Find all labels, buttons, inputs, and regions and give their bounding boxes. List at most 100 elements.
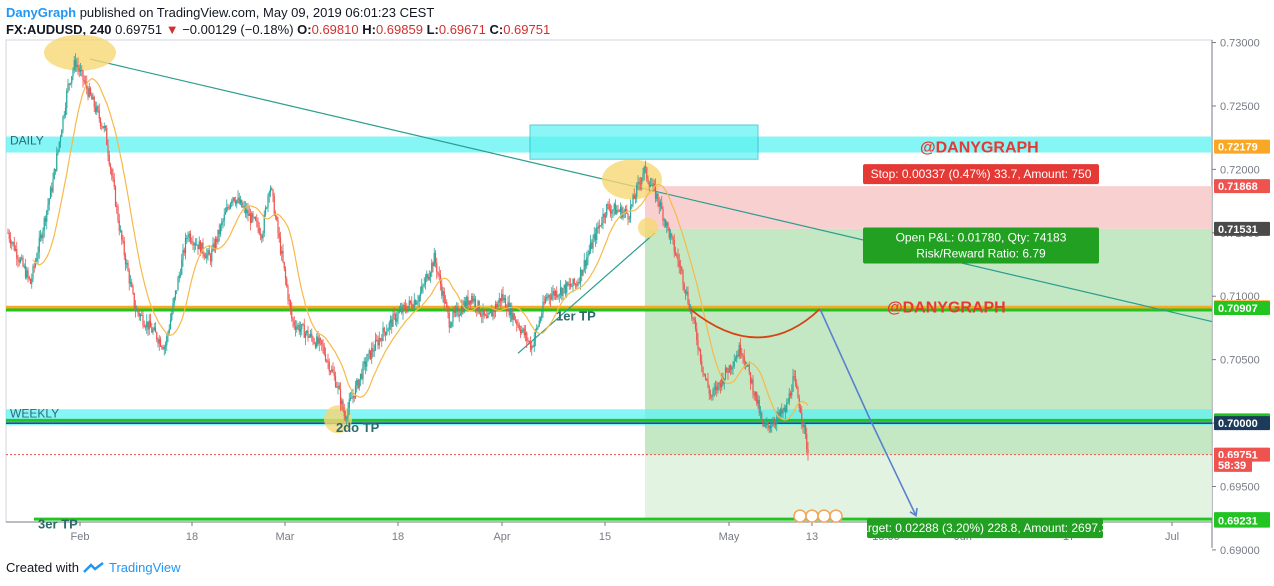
candle-body [416, 302, 418, 305]
candle-body [661, 202, 663, 209]
candle-body [291, 308, 293, 319]
candle-body [38, 237, 40, 253]
candle-body [611, 210, 613, 214]
candle-body [787, 402, 789, 404]
candle-body [26, 270, 28, 278]
candle-body [368, 350, 370, 354]
candle-body [408, 300, 410, 307]
candle-body [177, 278, 179, 291]
candle-body [246, 209, 248, 214]
candle-body [378, 338, 380, 346]
price-axis-label-bg [1214, 457, 1252, 472]
candle-body [64, 108, 67, 115]
candle-body [118, 220, 120, 231]
candle-body [63, 114, 65, 117]
candle-body [621, 207, 623, 218]
candle-body [488, 313, 490, 315]
candle-body [387, 329, 389, 332]
candle-body [123, 241, 125, 256]
candle-body [633, 195, 635, 199]
candle-body [9, 238, 12, 244]
candle-body [146, 321, 148, 328]
candle-body [559, 287, 562, 295]
candle-body [516, 321, 518, 325]
candle-body [292, 318, 294, 322]
price-axis-label-bg [1214, 416, 1270, 431]
candle-body [523, 328, 525, 336]
candle-body [684, 289, 687, 294]
candle-body [774, 423, 777, 425]
arrow-head-icon [909, 507, 918, 518]
author-name[interactable]: DanyGraph [6, 5, 77, 20]
candle-body [342, 400, 344, 411]
candle-body [409, 300, 412, 303]
candle-body [491, 311, 493, 317]
candle-body [181, 259, 183, 275]
candle-body [149, 320, 152, 328]
candle-body [512, 313, 514, 320]
candle-body [478, 300, 480, 313]
candle-body [581, 269, 583, 276]
candle-body [166, 336, 168, 346]
candle-body [399, 308, 402, 312]
candle-body [528, 340, 530, 342]
candle-body [652, 183, 654, 186]
candle-body [428, 276, 430, 280]
candle-body [226, 207, 228, 212]
candle-body [238, 197, 240, 204]
price-axis-label: 0.71868 [1214, 179, 1270, 194]
candle-body [122, 239, 124, 242]
candle-body [373, 350, 375, 352]
candle-body [648, 182, 650, 187]
candle-body [749, 372, 752, 384]
candle-body [352, 395, 354, 399]
candle-body [583, 260, 585, 271]
candle-body [374, 339, 377, 351]
candle-body [329, 371, 332, 373]
candle-body [107, 145, 109, 155]
low-label: L: [426, 22, 439, 37]
candle-body [288, 299, 290, 301]
candle-body [168, 328, 170, 333]
candle-body [759, 412, 762, 414]
candle-body [23, 266, 25, 268]
candle-body [402, 304, 404, 313]
candle-body [351, 397, 353, 399]
candle-body [551, 294, 553, 300]
candle-body [639, 183, 642, 185]
x-tick-label: 15 [599, 531, 611, 543]
candle-body [362, 363, 364, 379]
candle-body [451, 322, 453, 327]
candle-body [524, 332, 527, 336]
candle-body [8, 232, 10, 239]
candle-body [311, 333, 313, 338]
candle-body [807, 449, 809, 454]
candle-body [359, 373, 362, 380]
candle-body [556, 291, 558, 298]
candle-body [506, 307, 508, 311]
candle-body [54, 169, 57, 171]
down-triangle-icon: ▼ [165, 22, 179, 37]
candle-body [203, 253, 205, 257]
candle-body [144, 326, 147, 328]
candle-body [743, 356, 745, 363]
candle-body [501, 293, 503, 302]
candle-body [794, 376, 797, 384]
candle-body [668, 227, 670, 238]
candle-body [553, 291, 555, 296]
candle-body [672, 236, 674, 240]
candle-body [413, 300, 415, 308]
candle-body [721, 376, 723, 388]
candle-body [444, 301, 447, 304]
candle-body [254, 217, 257, 221]
tradingview-brand[interactable]: TradingView [108, 560, 181, 575]
candle-body [99, 118, 102, 126]
candle-body [526, 332, 528, 341]
candle-body [638, 181, 640, 184]
candle-body [709, 393, 712, 396]
candle-body [89, 87, 92, 95]
candle-body [314, 343, 317, 348]
candle-body [564, 284, 567, 294]
candle-body [206, 253, 208, 259]
